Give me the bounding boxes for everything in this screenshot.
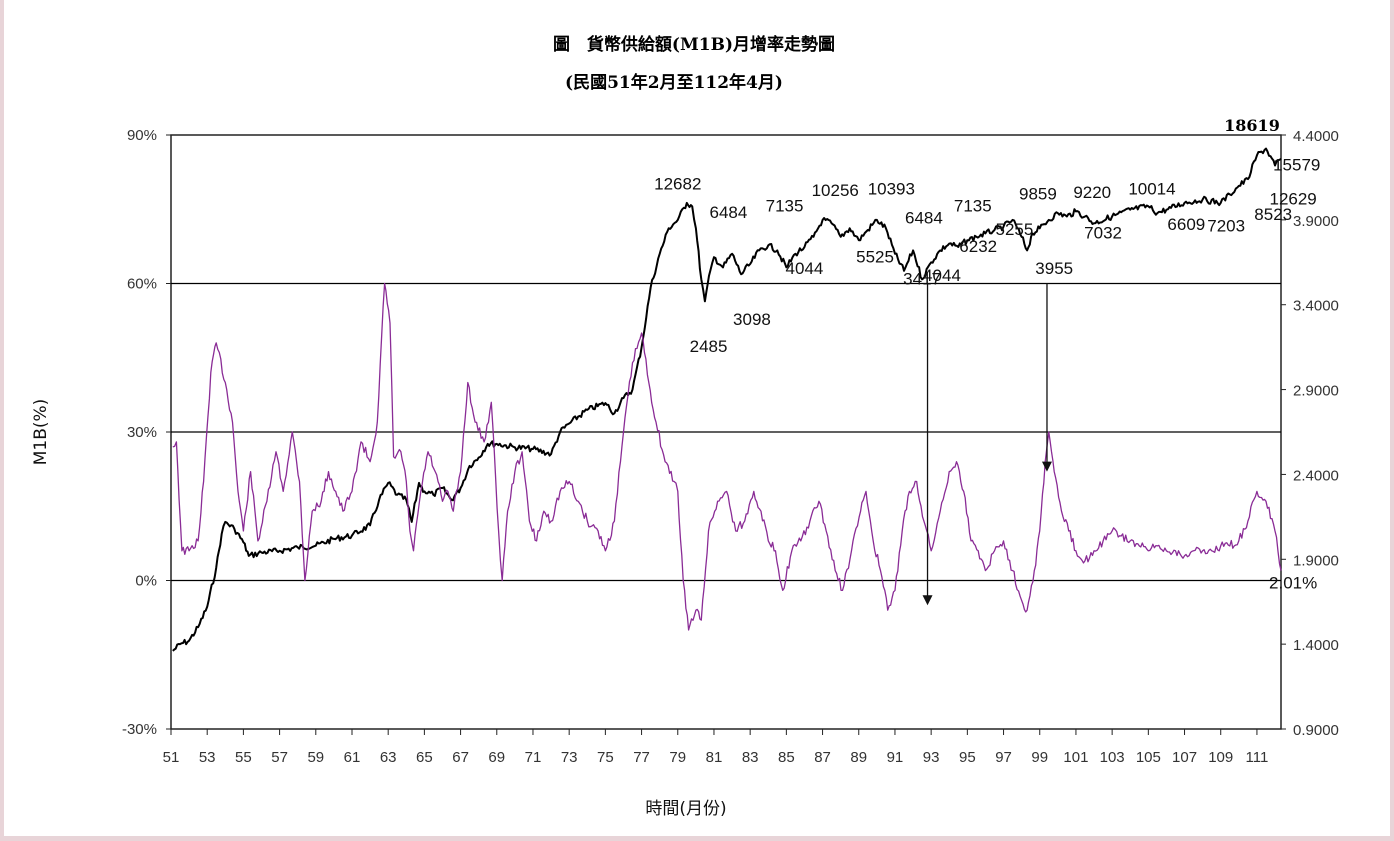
- data-label: 12682: [654, 174, 701, 193]
- y-right-tick-label: 0.9000: [1293, 722, 1339, 739]
- y-left-tick-label: 0%: [135, 573, 157, 590]
- y-right-tick-label: 2.9000: [1293, 383, 1339, 400]
- data-label: 9859: [1019, 184, 1057, 203]
- data-label: 12629: [1269, 190, 1316, 209]
- x-tick-label: 81: [706, 749, 723, 766]
- data-label: 5525: [856, 247, 894, 266]
- x-tick-label: 77: [633, 749, 650, 766]
- x-axis-label: 時間(月份): [645, 799, 726, 819]
- x-tick-label: 97: [995, 749, 1012, 766]
- y-left-tick-label: 90%: [127, 127, 157, 144]
- x-tick-label: 105: [1136, 749, 1161, 766]
- x-tick-label: 99: [1031, 749, 1048, 766]
- x-tick-label: 67: [452, 749, 469, 766]
- x-tick-label: 71: [525, 749, 542, 766]
- data-label: 2.01%: [1269, 574, 1317, 593]
- top-value-label: 18619: [1224, 116, 1280, 135]
- data-label: 7032: [1084, 224, 1122, 243]
- y-left-tick-label: 30%: [127, 424, 157, 441]
- x-tick-label: 55: [235, 749, 252, 766]
- y-right-tick-label: 2.4000: [1293, 467, 1339, 484]
- y-right-tick-label: 4.4000: [1293, 128, 1339, 145]
- data-label: 10256: [812, 181, 859, 200]
- data-label: 6232: [959, 237, 997, 256]
- chart: 圖 貨幣供給額(M1B)月增率走勢圖 (民國51年2月至112年4月) 90% 6…: [31, 34, 1339, 819]
- y-left-tick-label: -30%: [122, 721, 157, 738]
- x-tick-label: 57: [271, 749, 288, 766]
- x-tick-label: 107: [1172, 749, 1197, 766]
- data-label: 6484: [710, 203, 748, 222]
- x-tick-label: 111: [1246, 749, 1269, 766]
- arrow-head: [922, 595, 933, 606]
- x-tick-label: 59: [307, 749, 324, 766]
- chart-title: 圖 貨幣供給額(M1B)月增率走勢圖: [553, 34, 835, 55]
- x-tick-label: 109: [1208, 749, 1233, 766]
- y-right-tick-label: 3.9000: [1293, 213, 1339, 230]
- data-label: 15579: [1273, 156, 1320, 175]
- data-label: 10393: [868, 179, 915, 198]
- x-tick-label: 101: [1063, 749, 1088, 766]
- y-right-tick-label: 1.4000: [1293, 637, 1339, 654]
- data-label: 3955: [1035, 259, 1073, 278]
- data-label: 6484: [905, 208, 943, 227]
- x-tick-label: 63: [380, 749, 397, 766]
- chart-subtitle: (民國51年2月至112年4月): [565, 72, 783, 93]
- data-label: 9220: [1073, 183, 1111, 202]
- data-label: 2485: [690, 337, 728, 356]
- x-tick-label: 83: [742, 749, 759, 766]
- x-tick-label: 75: [597, 749, 614, 766]
- data-label: 3098: [733, 310, 771, 329]
- series-line-index: [172, 147, 1282, 652]
- x-tick-label: 91: [887, 749, 904, 766]
- x-tick-label: 53: [199, 749, 216, 766]
- x-tick-label: 65: [416, 749, 433, 766]
- y-right-tick-label: 3.4000: [1293, 298, 1339, 315]
- data-label: 5255: [995, 220, 1033, 239]
- y-axis-label: M1B(%): [31, 399, 51, 466]
- x-tick-label: 85: [778, 749, 795, 766]
- x-tick-label: 79: [669, 749, 686, 766]
- data-label: 7203: [1207, 217, 1245, 236]
- x-tick-label: 103: [1100, 749, 1125, 766]
- data-label: 4044: [923, 266, 961, 285]
- data-label: 10014: [1128, 179, 1175, 198]
- x-tick-label: 93: [923, 749, 940, 766]
- x-tick-label: 61: [344, 749, 361, 766]
- y-right-tick-label: 1.9000: [1293, 552, 1339, 569]
- data-label: 7135: [766, 196, 804, 215]
- arrow-head: [1041, 461, 1052, 472]
- data-label: 8523: [1254, 205, 1292, 224]
- series-line-m1b: [172, 282, 1282, 631]
- data-label: 6609: [1167, 215, 1205, 234]
- x-tick-label: 73: [561, 749, 578, 766]
- data-label: 3417: [903, 269, 941, 288]
- data-label: 4044: [786, 259, 824, 278]
- data-label: 7135: [954, 196, 992, 215]
- x-tick-label: 87: [814, 749, 831, 766]
- x-tick-label: 95: [959, 749, 976, 766]
- x-tick-label: 51: [163, 749, 180, 766]
- chart-frame: 圖 貨幣供給額(M1B)月增率走勢圖 (民國51年2月至112年4月) 90% 6…: [4, 0, 1390, 836]
- x-tick-label: 69: [488, 749, 505, 766]
- x-tick-label: 89: [850, 749, 867, 766]
- plot-area: 90% 60% 30% 0% -30% 4.4000 3.9000 3.4000 2.9000 2…: [122, 127, 1339, 766]
- y-left-tick-label: 60%: [127, 276, 157, 293]
